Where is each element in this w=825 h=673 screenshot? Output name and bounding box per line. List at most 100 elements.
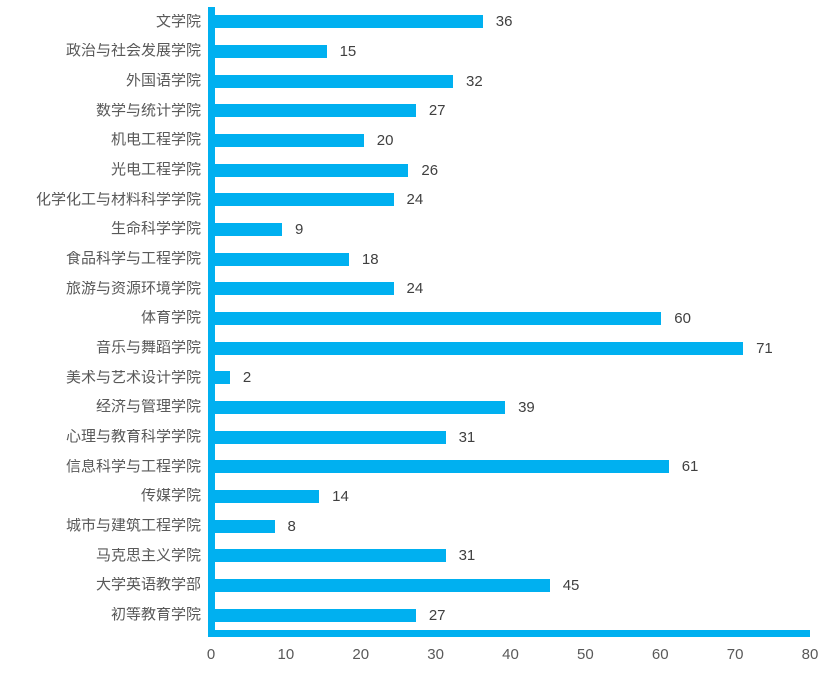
bar-track: 27: [208, 96, 810, 126]
category-label: 机电工程学院: [110, 132, 201, 149]
chart-row: 机电工程学院 20: [0, 125, 825, 156]
bar: [215, 282, 394, 296]
bar-value-label: 8: [287, 517, 296, 535]
bar: [215, 134, 364, 148]
bar-track: 31: [208, 422, 810, 453]
category-label: 食品科学与工程学院: [65, 250, 201, 267]
bar: [215, 549, 446, 563]
chart-row: 光电工程学院 26: [0, 155, 825, 186]
bar: [215, 579, 550, 593]
category-label: 音乐与舞蹈学院: [95, 339, 201, 356]
x-tick-label: 70: [726, 646, 744, 663]
bar-track: 9: [208, 214, 810, 245]
category-label: 外国语学院: [125, 72, 201, 89]
category-label: 心理与教育科学学院: [65, 428, 201, 445]
x-axis-ticks: 0 10 20 30 40 50 60 70 80: [207, 646, 819, 666]
category-label: 美术与艺术设计学院: [65, 369, 201, 386]
bar-value-label: 32: [466, 72, 483, 90]
bar-value-label: 15: [339, 43, 357, 60]
bar-value-label: 71: [756, 339, 773, 357]
chart-row: 心理与教育科学学院 31: [0, 422, 825, 453]
bar-track: 14: [208, 481, 810, 512]
bar: [215, 252, 349, 266]
category-label: 信息科学与工程学院: [65, 458, 201, 475]
bar: [215, 223, 282, 237]
x-tick-label: 0: [206, 646, 216, 663]
category-label: 生命科学学院: [110, 221, 201, 238]
x-tick-label: 80: [801, 646, 819, 663]
category-label: 文学院: [155, 13, 201, 30]
bar-track: 27: [208, 600, 810, 631]
bar: [215, 45, 327, 58]
bar-track: 61: [208, 452, 810, 482]
category-label: 体育学院: [140, 310, 201, 327]
x-tick-label: 20: [352, 646, 370, 663]
bar-track: 24: [208, 185, 810, 215]
category-label: 传媒学院: [140, 488, 201, 505]
bar-track: 71: [208, 333, 810, 364]
chart-row: 食品科学与工程学院 18: [0, 244, 825, 275]
bar: [215, 460, 669, 474]
bar-value-label: 45: [562, 577, 580, 595]
bar: [215, 193, 394, 207]
category-label: 经济与管理学院: [95, 399, 201, 416]
chart-row: 数学与统计学院 27: [0, 96, 825, 126]
bar-track: 20: [208, 125, 810, 156]
x-tick-label: 40: [502, 646, 519, 663]
chart-row: 城市与建筑工程学院 8: [0, 511, 825, 542]
bar: [215, 371, 230, 385]
bar-track: 15: [208, 36, 810, 67]
bar-value-label: 20: [376, 132, 394, 150]
bar-value-label: 24: [406, 280, 424, 298]
x-tick-label: 50: [577, 646, 594, 663]
bar: [215, 401, 506, 415]
x-tick-label: 10: [277, 646, 295, 663]
chart-row: 初等教育学院 27: [0, 600, 825, 631]
bar-value-label: 60: [674, 310, 691, 328]
category-label: 政治与社会发展学院: [65, 43, 201, 60]
category-label: 马克思主义学院: [95, 547, 201, 564]
bar-track: 2: [208, 363, 810, 393]
bar-track: 45: [208, 570, 810, 601]
bar: [215, 430, 446, 444]
bar-value-label: 18: [361, 250, 379, 268]
chart-row: 化学化工与材料科学学院 24: [0, 185, 825, 215]
bar-value-label: 31: [458, 428, 476, 446]
bar-value-label: 27: [428, 606, 446, 624]
bar-track: 32: [208, 66, 810, 97]
category-label: 初等教育学院: [110, 607, 201, 624]
category-label: 数学与统计学院: [95, 102, 201, 119]
bar-track: 36: [208, 7, 810, 37]
chart-row: 大学英语教学部 45: [0, 570, 825, 601]
chart-row: 生命科学学院 9: [0, 214, 825, 245]
bar: [215, 519, 275, 533]
chart-row: 传媒学院 14: [0, 481, 825, 512]
bar-track: 18: [208, 244, 810, 275]
bar: [215, 490, 320, 504]
bar: [215, 74, 453, 88]
chart-row: 经济与管理学院 39: [0, 392, 825, 423]
bar-value-label: 24: [406, 191, 424, 209]
bar-track: 60: [208, 303, 810, 334]
bar: [215, 15, 483, 29]
bar-value-label: 27: [428, 102, 446, 120]
chart-row: 体育学院 60: [0, 303, 825, 334]
chart-row: 外国语学院 32: [0, 66, 825, 97]
bar-track: 31: [208, 541, 810, 571]
category-label: 城市与建筑工程学院: [65, 518, 201, 534]
bar: [215, 312, 662, 326]
category-label: 化学化工与材料科学学院: [35, 191, 201, 208]
chart-row: 美术与艺术设计学院 2: [0, 363, 825, 393]
bar-value-label: 9: [294, 221, 304, 239]
bar-value-label: 14: [332, 488, 349, 506]
chart-row: 政治与社会发展学院 15: [0, 36, 825, 67]
bar: [215, 163, 409, 177]
bar-value-label: 26: [421, 161, 439, 179]
chart-row: 马克思主义学院 31: [0, 541, 825, 571]
chart-row: 文学院 36: [0, 7, 825, 37]
category-label: 大学英语教学部: [95, 577, 201, 594]
bar-value-label: 61: [681, 458, 699, 476]
bar-track: 26: [208, 155, 810, 186]
bar: [215, 341, 744, 355]
